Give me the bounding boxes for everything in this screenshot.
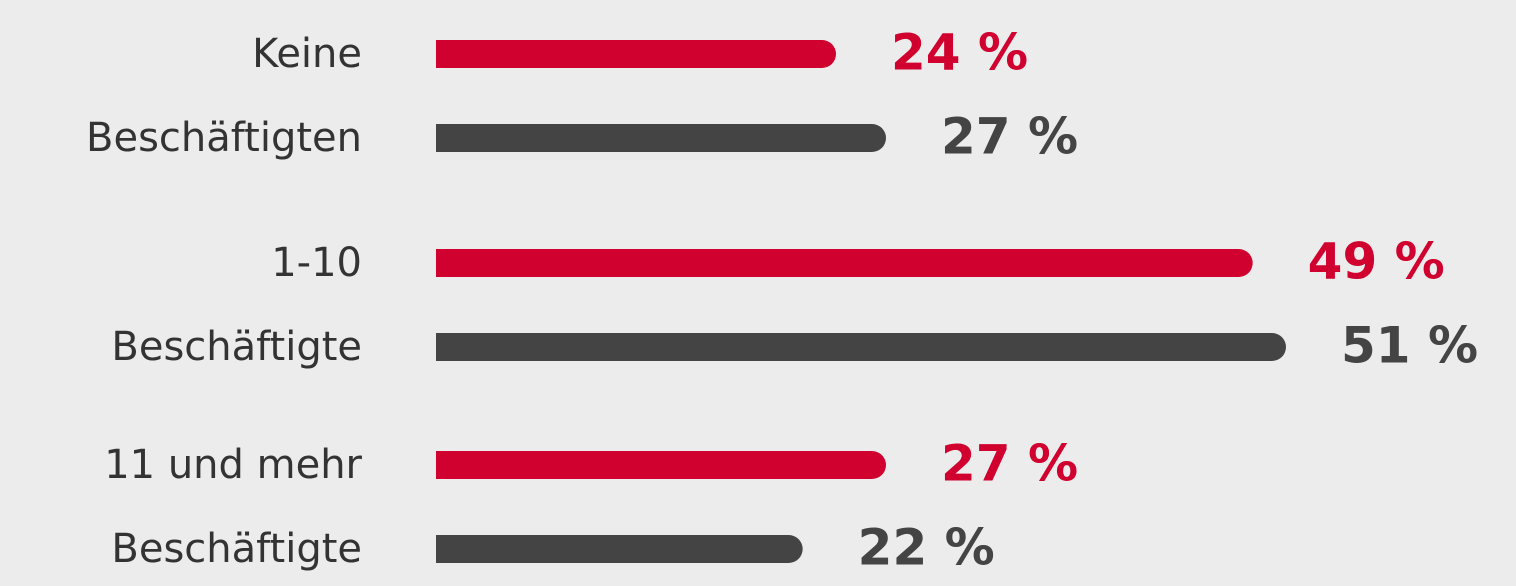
bar bbox=[436, 40, 836, 68]
bar bbox=[436, 249, 1253, 277]
bar bbox=[436, 124, 886, 152]
value-label: 22 % bbox=[858, 519, 995, 577]
value-label: 27 % bbox=[941, 435, 1078, 493]
category-label: Beschäftigte bbox=[111, 526, 362, 572]
value-label: 27 % bbox=[941, 108, 1078, 166]
category-label: Keine bbox=[252, 31, 362, 77]
category-label: Beschäftigten bbox=[86, 115, 362, 161]
category-label: 11 und mehr bbox=[104, 442, 362, 488]
bar bbox=[436, 333, 1286, 361]
value-label: 24 % bbox=[891, 24, 1028, 82]
category-label: Beschäftigte bbox=[111, 324, 362, 370]
value-label: 49 % bbox=[1308, 233, 1445, 291]
bar bbox=[436, 451, 886, 479]
bar bbox=[436, 535, 803, 563]
value-label: 51 % bbox=[1341, 317, 1478, 375]
category-label: 1-10 bbox=[271, 240, 362, 286]
